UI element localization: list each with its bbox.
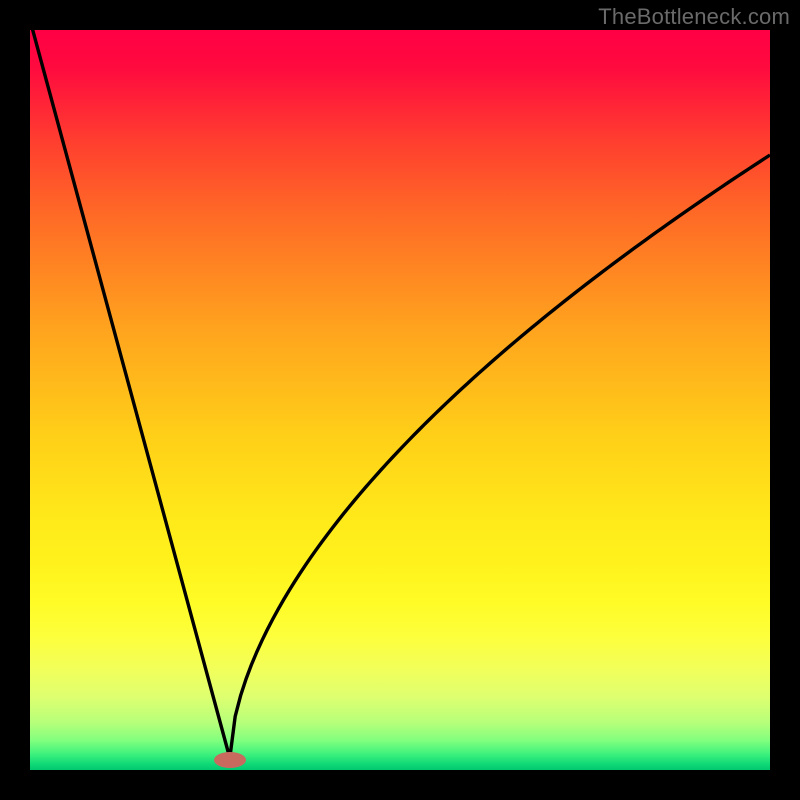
minimum-marker	[214, 752, 246, 768]
plot-background	[30, 30, 770, 770]
bottleneck-curve-chart	[0, 0, 800, 800]
chart-container: TheBottleneck.com	[0, 0, 800, 800]
watermark-text: TheBottleneck.com	[598, 4, 790, 30]
